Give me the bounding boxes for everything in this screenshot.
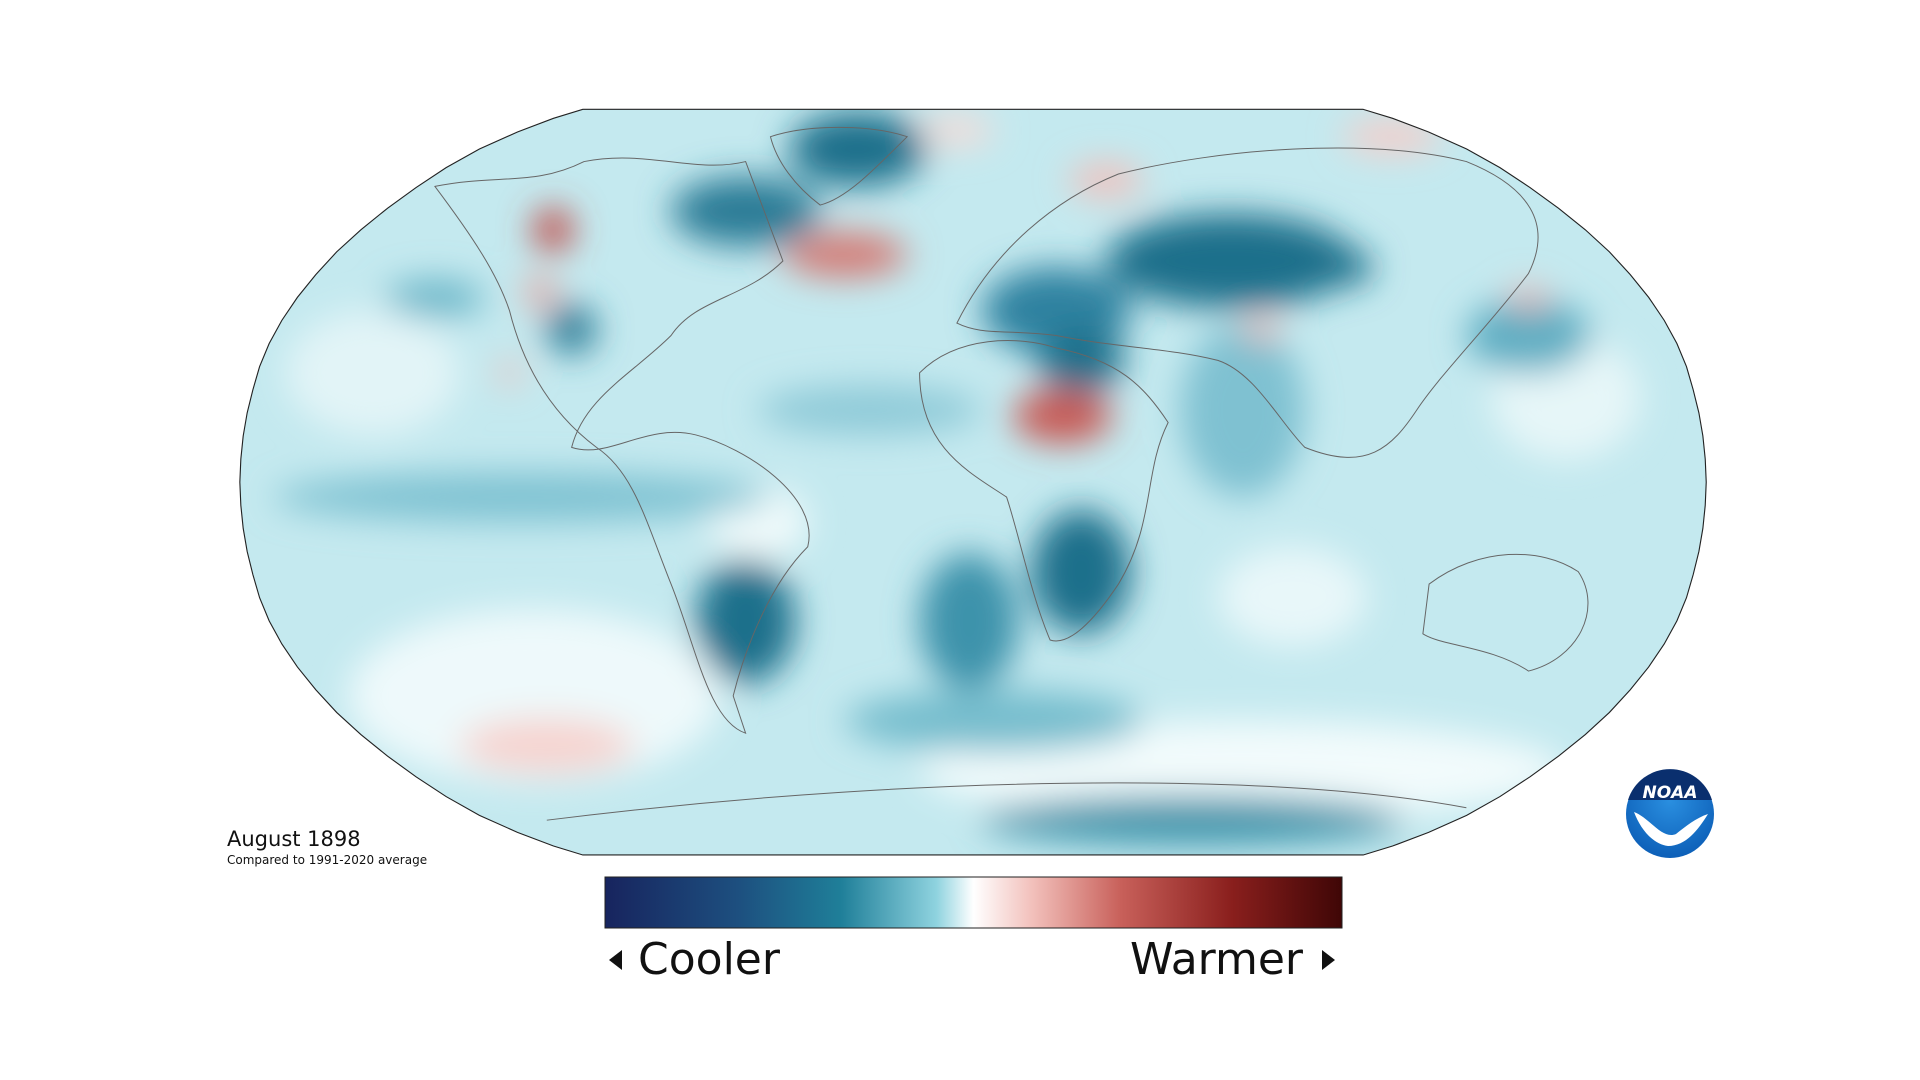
map-subtitle: Compared to 1991-2020 average — [227, 853, 427, 867]
anomaly-field — [239, 109, 1707, 855]
logo-text: NOAA — [1643, 783, 1698, 803]
legend-low: Cooler — [638, 934, 781, 985]
arrow-right — [1322, 950, 1335, 970]
coastlines — [434, 126, 1589, 821]
map-date: August 1898 — [227, 827, 361, 851]
map-outline — [239, 108, 1707, 856]
legend-high: Warmer — [1130, 934, 1304, 985]
map — [239, 108, 1707, 856]
arrow-left — [609, 950, 622, 970]
noaa-logo: NOAA — [1626, 769, 1714, 858]
color-scale — [604, 876, 1343, 929]
